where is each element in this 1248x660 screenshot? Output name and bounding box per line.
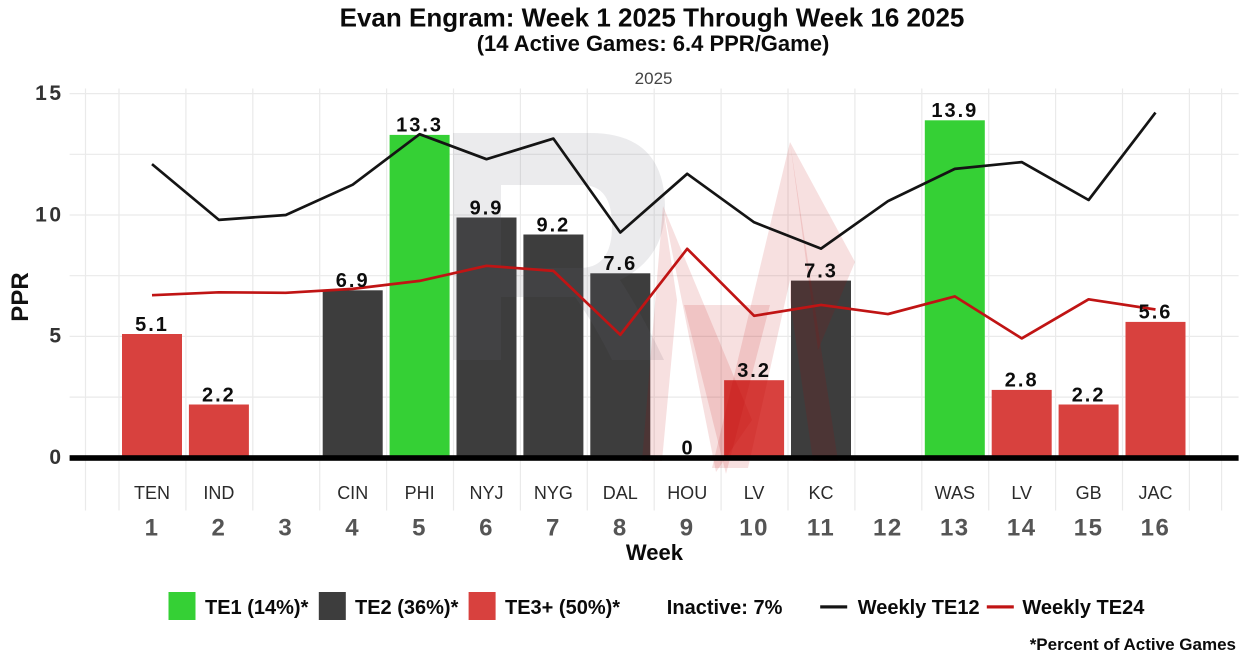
svg-text:5.6: 5.6 — [1139, 302, 1173, 324]
svg-text:3.2: 3.2 — [737, 360, 771, 382]
svg-text:Evan Engram: Week 1 2025 Throu: Evan Engram: Week 1 2025 Through Week 16… — [340, 3, 965, 33]
svg-text:5: 5 — [412, 514, 427, 541]
svg-text:LV: LV — [1011, 483, 1032, 503]
svg-text:15: 15 — [1074, 514, 1104, 541]
svg-text:15: 15 — [35, 82, 63, 105]
svg-text:2.2: 2.2 — [202, 384, 236, 406]
svg-text:7.6: 7.6 — [603, 253, 637, 275]
svg-text:TEN: TEN — [134, 483, 170, 503]
svg-text:NYJ: NYJ — [469, 483, 503, 503]
svg-text:TE1 (14%)*: TE1 (14%)* — [205, 597, 309, 619]
svg-text:12: 12 — [873, 514, 903, 541]
svg-text:3: 3 — [278, 514, 293, 541]
svg-text:13.3: 13.3 — [396, 115, 443, 137]
svg-text:6.9: 6.9 — [336, 270, 370, 292]
svg-text:0: 0 — [681, 438, 692, 460]
svg-text:4: 4 — [345, 514, 360, 541]
svg-text:Weekly TE12: Weekly TE12 — [858, 597, 980, 619]
svg-text:2025: 2025 — [635, 69, 673, 88]
svg-text:5: 5 — [49, 325, 63, 348]
svg-text:6: 6 — [479, 514, 494, 541]
svg-text:WAS: WAS — [935, 483, 975, 503]
svg-text:2.8: 2.8 — [1005, 370, 1039, 392]
svg-text:Inactive: 7%: Inactive: 7% — [667, 597, 783, 619]
svg-text:NYG: NYG — [534, 483, 573, 503]
svg-text:TE2 (36%)*: TE2 (36%)* — [355, 597, 459, 619]
svg-text:DAL: DAL — [603, 483, 638, 503]
svg-text:0: 0 — [49, 446, 63, 469]
svg-text:GB: GB — [1076, 483, 1102, 503]
svg-text:Week: Week — [626, 540, 684, 565]
svg-text:10: 10 — [35, 203, 63, 226]
svg-text:CIN: CIN — [337, 483, 368, 503]
svg-text:TE3+ (50%)*: TE3+ (50%)* — [505, 597, 620, 619]
svg-text:2: 2 — [211, 514, 226, 541]
svg-text:8: 8 — [613, 514, 628, 541]
svg-text:11: 11 — [807, 514, 835, 541]
svg-text:HOU: HOU — [667, 483, 707, 503]
svg-text:IND: IND — [203, 483, 234, 503]
svg-text:*Percent of Active Games: *Percent of Active Games — [1030, 635, 1236, 654]
svg-text:Weekly TE24: Weekly TE24 — [1022, 597, 1145, 619]
svg-text:14: 14 — [1007, 514, 1037, 541]
svg-text:7.3: 7.3 — [804, 260, 838, 282]
svg-text:9: 9 — [680, 514, 695, 541]
svg-text:2.2: 2.2 — [1072, 384, 1106, 406]
svg-text:(14 Active Games: 6.4 PPR/Game: (14 Active Games: 6.4 PPR/Game) — [477, 31, 830, 56]
svg-text:10: 10 — [739, 514, 769, 541]
svg-text:5.1: 5.1 — [135, 314, 169, 336]
svg-text:PPR: PPR — [7, 272, 34, 321]
svg-text:16: 16 — [1141, 514, 1171, 541]
svg-text:7: 7 — [546, 514, 561, 541]
svg-text:JAC: JAC — [1138, 483, 1172, 503]
svg-text:KC: KC — [808, 483, 833, 503]
svg-text:13: 13 — [940, 514, 970, 541]
svg-text:1: 1 — [145, 514, 160, 541]
svg-text:13.9: 13.9 — [931, 100, 978, 122]
svg-text:9.2: 9.2 — [536, 214, 570, 236]
svg-text:PHI: PHI — [405, 483, 435, 503]
svg-text:9.9: 9.9 — [470, 197, 504, 219]
svg-text:LV: LV — [744, 483, 765, 503]
